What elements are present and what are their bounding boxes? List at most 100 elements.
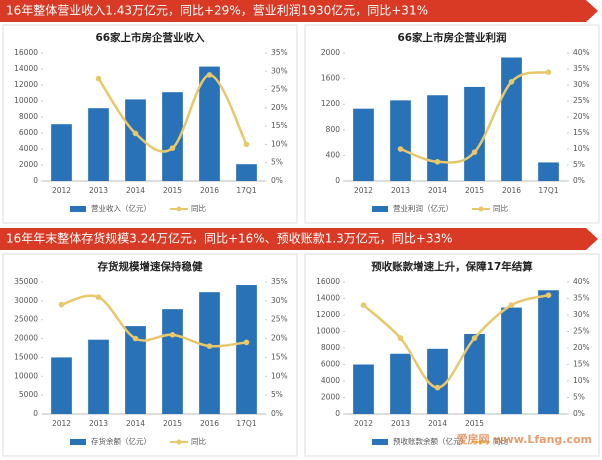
banner: 16年年末整体存货规模3.24万亿元，同比+16%、预收账款1.3万亿元，同比+…: [6, 231, 453, 246]
chart-title: 预收账款增速上升，保障17年结算: [371, 260, 533, 273]
y-tick-label: 25000: [14, 315, 38, 324]
y-tick-label: 4000: [19, 144, 38, 153]
bar: [464, 86, 485, 181]
point: [243, 339, 250, 346]
point: [508, 79, 515, 85]
x-tick-label: 2015: [465, 419, 484, 428]
point: [243, 141, 250, 148]
y-tick-label: 14000: [316, 294, 340, 303]
banner-bg: [0, 228, 598, 250]
x-tick-label: 2015: [163, 419, 182, 428]
legend-label: 同比: [191, 203, 206, 213]
y-tick-label: 5000: [19, 390, 38, 399]
y-tick-label: 30000: [14, 296, 38, 305]
y-tick-label: 1600: [321, 74, 340, 83]
y-tick-label: 12000: [316, 310, 340, 319]
y-tick-label: 0: [33, 176, 38, 185]
banner: 16年整体营业收入1.43万亿元，同比+29%，营业利润1930亿元，同比+31…: [6, 3, 428, 18]
y-tick-label: 2000: [19, 160, 38, 169]
y-tick-label: 4000: [321, 376, 340, 385]
y2-tick-label: 20%: [271, 334, 288, 343]
bar: [162, 309, 183, 414]
legend-label: 预收账款余额（亿元）: [393, 436, 468, 446]
y2-tick-label: 35%: [573, 64, 590, 73]
bar: [88, 108, 109, 181]
line: [61, 294, 247, 348]
point: [397, 146, 404, 152]
x-tick-label: 2016: [502, 186, 521, 195]
y-tick-label: 8000: [321, 343, 340, 352]
bar: [236, 164, 257, 181]
y2-tick-label: 25%: [573, 96, 590, 105]
bar: [199, 292, 220, 414]
x-tick-label: 2012: [52, 419, 71, 428]
y-tick-label: 0: [335, 176, 340, 185]
chart-title: 66家上市房企营业利润: [397, 31, 506, 44]
y2-tick-label: 5%: [271, 158, 283, 167]
y-tick-label: 10000: [14, 96, 38, 105]
y-tick-label: 15000: [14, 352, 38, 361]
legend-swatch: [372, 439, 388, 445]
y2-tick-label: 0%: [573, 409, 585, 418]
y-tick-label: 2000: [321, 48, 340, 57]
legend-label: 同比: [493, 436, 508, 446]
y-tick-label: 8000: [19, 112, 38, 121]
y-tick-label: 0: [33, 409, 38, 418]
y2-tick-label: 20%: [573, 343, 590, 352]
y2-tick-label: 25%: [573, 327, 590, 336]
y2-tick-label: 25%: [271, 315, 288, 324]
point: [58, 301, 65, 308]
y-tick-label: 0: [335, 409, 340, 418]
point: [95, 75, 102, 82]
x-tick-label: 2015: [163, 186, 182, 195]
chart-title: 存货规模增速保持稳健: [98, 260, 203, 273]
y-tick-label: 35000: [14, 277, 38, 286]
y2-tick-label: 35%: [271, 277, 288, 286]
y-tick-label: 12000: [14, 80, 38, 89]
y2-tick-label: 20%: [573, 112, 590, 121]
point: [508, 302, 515, 308]
x-tick-label: 2012: [354, 419, 373, 428]
bar: [125, 326, 146, 414]
y-tick-label: 1200: [321, 99, 340, 108]
bar: [353, 108, 374, 181]
y2-tick-label: 5%: [573, 393, 585, 402]
y2-tick-label: 0%: [271, 409, 283, 418]
y2-tick-label: 5%: [271, 390, 283, 399]
y-tick-label: 20000: [14, 334, 38, 343]
x-tick-label: 2013: [89, 186, 108, 195]
bar: [464, 333, 485, 414]
bar: [353, 364, 374, 414]
point: [434, 159, 441, 165]
y-tick-label: 16000: [316, 277, 340, 286]
legend-swatch: [70, 206, 86, 212]
bar: [51, 124, 72, 181]
point: [132, 335, 139, 342]
y-tick-label: 6000: [19, 128, 38, 137]
y2-tick-label: 35%: [573, 294, 590, 303]
panel: [2, 24, 298, 224]
bar: [427, 348, 448, 414]
y2-tick-label: 10%: [573, 376, 590, 385]
legend-label: 存货余额（亿元）: [91, 436, 151, 446]
point: [545, 292, 552, 299]
x-tick-label: 2016: [200, 419, 219, 428]
legend-label: 营业收入（亿元）: [91, 203, 151, 213]
legend-swatch: [478, 206, 484, 212]
y2-tick-label: 30%: [271, 66, 288, 75]
y2-tick-label: 35%: [271, 48, 288, 57]
point: [206, 343, 213, 349]
point: [132, 130, 139, 137]
y2-tick-label: 10%: [573, 144, 590, 153]
x-tick-label: 17Q1: [538, 186, 558, 195]
y2-tick-label: 15%: [271, 352, 288, 361]
point: [169, 332, 176, 338]
bar: [199, 66, 220, 181]
point: [169, 145, 176, 151]
bar: [427, 95, 448, 181]
panel: [2, 253, 298, 457]
y2-tick-label: 10%: [271, 139, 288, 148]
y2-tick-label: 0%: [573, 176, 585, 185]
y2-tick-label: 40%: [573, 48, 590, 57]
y-tick-label: 14000: [14, 64, 38, 73]
